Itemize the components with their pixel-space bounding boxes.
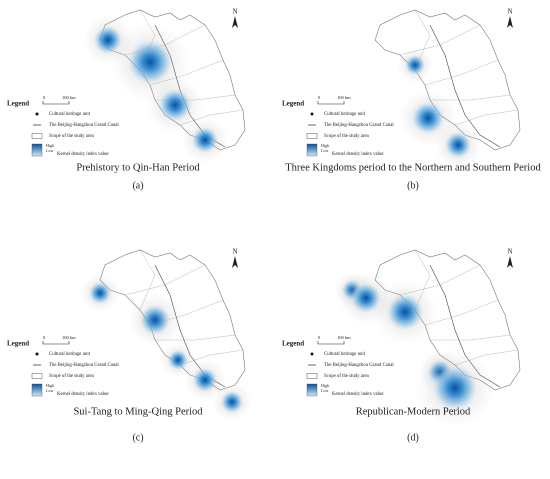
- density-hotspot: [159, 89, 191, 121]
- legend-dot: [35, 352, 39, 356]
- scale-start: 0: [318, 335, 321, 340]
- legend-item: Kernel density index value: [332, 392, 384, 397]
- grand-canal: [429, 24, 501, 148]
- north-label: N: [232, 8, 237, 16]
- scale-end: 100 km: [62, 95, 76, 100]
- scale-end: 100 km: [337, 335, 351, 340]
- density-hotspot: [140, 305, 170, 335]
- legend-item: The Beijing-Hangzhou Grand Canal: [49, 363, 119, 368]
- north-arrow: [507, 256, 513, 268]
- legend-item: The Beijing-Hangzhou Grand Canal: [324, 123, 394, 128]
- density-hotspot: [412, 102, 444, 134]
- north-arrow: [507, 16, 513, 28]
- scale-start: 0: [318, 95, 321, 100]
- density-hotspot: [193, 368, 217, 392]
- legend-title: Legend: [7, 340, 29, 348]
- legend-ramp: [306, 143, 318, 157]
- legend-low: Low: [46, 148, 53, 153]
- legend-low: Low: [321, 148, 328, 153]
- density-hotspot: [387, 294, 423, 330]
- legend-title: Legend: [282, 100, 304, 108]
- legend-box: [306, 373, 318, 379]
- legend-item: Scope of the study area: [49, 134, 95, 139]
- north-label: N: [232, 248, 237, 256]
- scale-bar: [317, 341, 345, 345]
- north-label: N: [507, 248, 512, 256]
- density-hotspot: [445, 132, 471, 158]
- density-hotspot: [168, 350, 188, 370]
- legend-item: Kernel density index value: [332, 152, 384, 157]
- legend-item: Cultural heritage unit: [49, 352, 91, 357]
- legend-box: [31, 133, 43, 139]
- legend-item: Cultural heritage unit: [324, 112, 366, 117]
- density-hotspot: [128, 40, 172, 84]
- panel-label: (d): [407, 432, 419, 443]
- legend-item: The Beijing-Hangzhou Grand Canal: [324, 363, 394, 368]
- boundary: [424, 59, 499, 86]
- panel-label: (c): [132, 432, 143, 443]
- legend-item: Scope of the study area: [49, 374, 95, 379]
- legend-item: Kernel density index value: [57, 392, 109, 397]
- boundary: [454, 109, 519, 126]
- scale-start: 0: [43, 95, 46, 100]
- scale-end: 100 km: [62, 335, 76, 340]
- boundary: [430, 334, 511, 341]
- panel-label: (a): [132, 180, 143, 191]
- legend-dot: [35, 112, 39, 116]
- density-hotspot: [192, 127, 218, 153]
- legend-ramp: [31, 383, 43, 397]
- legend-dot: [310, 112, 314, 116]
- north-arrow: [232, 16, 238, 28]
- legend-high: High: [46, 383, 54, 388]
- scale-bar: [42, 341, 70, 345]
- scale-bar: [317, 101, 345, 105]
- density-hotspot: [89, 282, 111, 304]
- legend-title: Legend: [7, 100, 29, 108]
- density-hotspot: [221, 391, 243, 413]
- scale-start: 0: [43, 335, 46, 340]
- boundary: [424, 299, 499, 326]
- legend-box: [306, 133, 318, 139]
- north-arrow: [232, 256, 238, 268]
- legend-ramp: [306, 383, 318, 397]
- legend-item: The Beijing-Hangzhou Grand Canal: [49, 123, 119, 128]
- density-hotspot: [405, 55, 425, 75]
- scale-end: 100 km: [337, 95, 351, 100]
- panel-caption: Republican-Modern Period: [356, 406, 471, 417]
- panel-caption: Three Kingdoms period to the Northern an…: [285, 162, 541, 173]
- panel-caption: Prehistory to Qin-Han Period: [76, 162, 200, 173]
- legend-dot: [310, 352, 314, 356]
- legend-box: [31, 373, 43, 379]
- legend-ramp: [31, 143, 43, 157]
- legend-item: Kernel density index value: [57, 152, 109, 157]
- legend-title: Legend: [282, 340, 304, 348]
- legend-item: Scope of the study area: [324, 374, 370, 379]
- panel-caption: Sui-Tang to Ming-Qing Period: [73, 406, 203, 417]
- legend-low: Low: [321, 388, 328, 393]
- legend-item: Cultural heritage unit: [324, 352, 366, 357]
- legend-item: Scope of the study area: [324, 134, 370, 139]
- density-hotspot: [433, 366, 477, 410]
- legend-item: Cultural heritage unit: [49, 112, 91, 117]
- legend-high: High: [46, 143, 54, 148]
- panel-label: (b): [407, 180, 419, 191]
- legend-high: High: [321, 383, 329, 388]
- north-label: N: [507, 8, 512, 16]
- legend-high: High: [321, 143, 329, 148]
- legend-low: Low: [46, 388, 53, 393]
- scale-bar: [42, 101, 70, 105]
